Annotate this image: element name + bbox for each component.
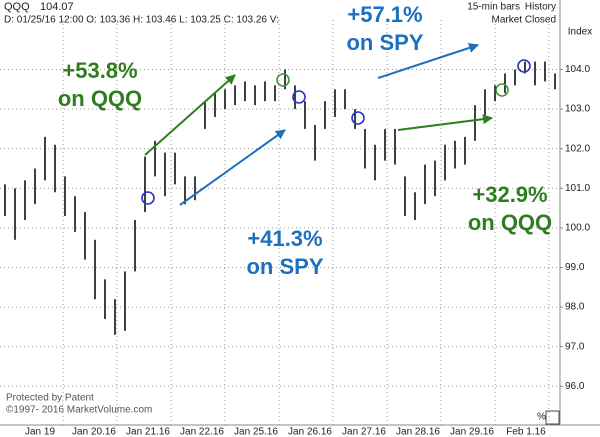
- bar-setting[interactable]: 15-min bars: [467, 2, 520, 13]
- x-tick-label: Feb 1.16: [506, 427, 546, 437]
- y-tick-label: 100.0: [565, 223, 590, 234]
- history[interactable]: History: [525, 2, 556, 13]
- info-line: D: 01/25/16 12:00 O: 103.36 H: 103.46 L:…: [4, 15, 279, 26]
- annotation: +57.1%: [347, 2, 422, 27]
- annotation: +53.8%: [62, 58, 137, 83]
- y-tick-label: 101.0: [565, 183, 590, 194]
- x-tick-label: Jan 29.16: [450, 427, 494, 437]
- arrow: [144, 74, 236, 156]
- signal-marker: [276, 73, 290, 87]
- footer: ©1997- 2016 MarketVolume.com: [6, 405, 152, 416]
- y-tick-label: 98.0: [565, 302, 585, 313]
- x-tick-label: Jan 27.16: [342, 427, 386, 437]
- status: Market Closed: [492, 15, 556, 26]
- x-tick-label: Jan 22.16: [180, 427, 224, 437]
- y-tick-label: 102.0: [565, 143, 590, 154]
- signal-marker: [495, 83, 509, 97]
- x-tick-label: Jan 19: [25, 427, 55, 437]
- annotation: on QQQ: [468, 210, 552, 235]
- signal-marker: [141, 191, 155, 205]
- y-tick-label: 99.0: [565, 262, 585, 273]
- y-tick-label: 96.0: [565, 381, 585, 392]
- y-tick-label: 104.0: [565, 64, 590, 75]
- annotation: +41.3%: [247, 226, 322, 251]
- y-tick-label: 103.0: [565, 104, 590, 115]
- signal-marker: [351, 111, 365, 125]
- annotation: on QQQ: [58, 86, 142, 111]
- corner-box[interactable]: [545, 410, 560, 425]
- annotation: +32.9%: [472, 182, 547, 207]
- x-tick-label: Jan 28.16: [396, 427, 440, 437]
- corner-label: %: [537, 412, 546, 423]
- arrow: [179, 129, 286, 206]
- y-axis-label: Index: [568, 27, 592, 38]
- arrow: [397, 114, 493, 131]
- annotation: on SPY: [346, 30, 423, 55]
- last-price: 104.07: [40, 1, 74, 13]
- annotation: on SPY: [246, 254, 323, 279]
- signal-marker: [292, 90, 306, 104]
- signal-markers: [141, 59, 531, 205]
- y-tick-label: 97.0: [565, 341, 585, 352]
- signal-marker: [517, 59, 531, 73]
- arrow: [377, 43, 479, 79]
- symbol: QQQ: [4, 1, 30, 13]
- x-tick-label: Jan 26.16: [288, 427, 332, 437]
- x-tick-label: Jan 20.16: [72, 427, 116, 437]
- footer: Protected by Patent: [6, 393, 94, 404]
- x-tick-label: Jan 21.16: [126, 427, 170, 437]
- x-tick-label: Jan 25.16: [234, 427, 278, 437]
